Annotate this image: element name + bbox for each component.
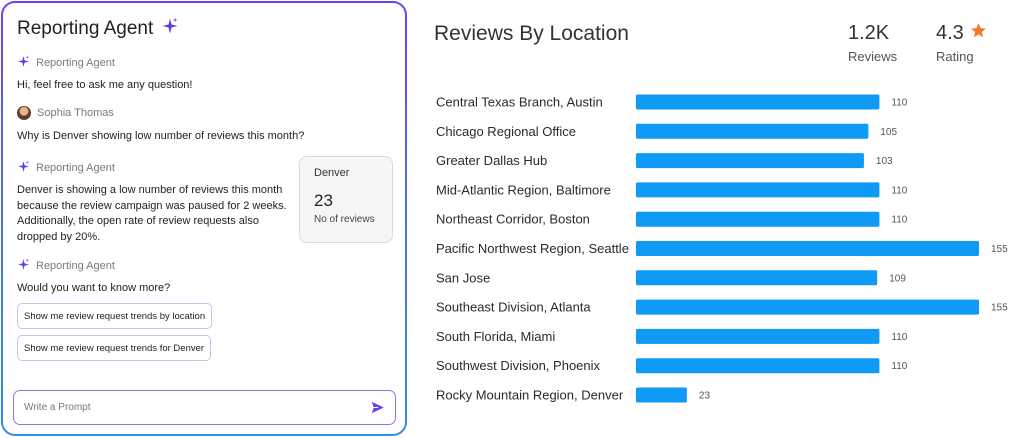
bar[interactable] — [636, 270, 878, 286]
message-sender-user: Sophia Thomas — [17, 106, 114, 120]
prompt-input[interactable] — [24, 402, 344, 413]
reviews-label: Reviews — [848, 49, 898, 64]
data-label: 110 — [891, 98, 907, 109]
sparkle-icon — [17, 258, 30, 274]
card-value: 23 — [314, 191, 333, 210]
rating-value: 4.3 — [936, 22, 964, 44]
data-label: 23 — [699, 391, 711, 402]
bar[interactable] — [636, 299, 979, 315]
sparkle-icon — [17, 160, 30, 176]
agent-message: Would you want to know more? — [17, 282, 171, 294]
bar[interactable] — [636, 123, 869, 139]
rating-summary: 4.3 Rating — [936, 22, 987, 64]
avatar — [17, 106, 31, 120]
rating-value-row: 4.3 — [936, 22, 987, 45]
agent-message-line: dropped by 20%. — [17, 230, 101, 243]
panel-header: Reporting Agent — [17, 17, 179, 41]
suggestion-button-by-location[interactable]: Show me review request trends by locatio… — [17, 303, 213, 329]
panel-title: Reporting Agent — [17, 18, 154, 39]
denver-reviews-card: Denver 23 No of reviews — [299, 156, 393, 243]
sender-name: Reporting Agent — [36, 260, 115, 272]
data-label: 103 — [876, 156, 893, 167]
user-message: Why is Denver showing low number of revi… — [17, 130, 305, 142]
agent-message-line: Denver is showing a low number of review… — [17, 184, 283, 196]
category-label: San Jose — [436, 270, 490, 285]
card-sublabel: No of reviews — [314, 214, 375, 225]
reporting-agent-panel-body: Reporting Agent Reporting Agent Hi, feel… — [3, 3, 405, 434]
sender-name: Reporting Agent — [36, 57, 115, 69]
data-label: 105 — [880, 127, 897, 138]
category-label: Rocky Mountain Region, Denver — [436, 388, 624, 403]
bar[interactable] — [636, 241, 979, 256]
card-label: Denver — [314, 167, 350, 179]
category-label: Central Texas Branch, Austin — [436, 95, 603, 110]
data-label: 110 — [891, 215, 907, 226]
sparkle-icon — [17, 55, 30, 71]
data-label: 110 — [891, 185, 907, 196]
reviews-summary: 1.2K Reviews — [848, 22, 897, 64]
bar[interactable] — [636, 182, 880, 198]
bar[interactable] — [636, 94, 880, 110]
bar[interactable] — [636, 153, 864, 169]
agent-message-line: Additionally, the open rate of review re… — [17, 215, 259, 227]
agent-message-line: because the review campaign was paused f… — [17, 199, 287, 212]
sender-name: Sophia Thomas — [37, 107, 114, 119]
chart-title: Reviews By Location — [434, 22, 629, 45]
sender-name: Reporting Agent — [36, 162, 115, 174]
reviews-count: 1.2K — [848, 22, 890, 44]
sparkle-icon — [161, 17, 179, 41]
message-sender-agent: Reporting Agent — [17, 160, 115, 176]
reporting-agent-panel: Reporting Agent Reporting Agent Hi, feel… — [1, 1, 407, 436]
send-icon[interactable] — [369, 400, 385, 416]
prompt-box — [13, 390, 396, 425]
bar[interactable] — [636, 328, 880, 344]
message-sender-agent: Reporting Agent — [17, 258, 115, 274]
data-label: 155 — [991, 303, 1008, 314]
category-label: Chicago Regional Office — [436, 124, 576, 139]
data-label: 155 — [991, 244, 1008, 255]
message-sender-agent: Reporting Agent — [17, 55, 115, 71]
bar[interactable] — [636, 211, 880, 227]
data-label: 109 — [889, 273, 906, 284]
bar[interactable] — [636, 358, 880, 374]
agent-message: Denver is showing a low number of review… — [17, 183, 287, 245]
category-label: Greater Dallas Hub — [436, 153, 547, 168]
star-icon — [970, 22, 987, 45]
category-label: Southwest Division, Phoenix — [436, 358, 601, 373]
category-label: Southeast Division, Atlanta — [436, 300, 591, 315]
data-label: 110 — [891, 361, 907, 372]
data-label: 110 — [891, 332, 907, 343]
bar[interactable] — [636, 387, 687, 403]
category-label: Pacific Northwest Region, Seattle — [436, 241, 629, 256]
agent-message: Hi, feel free to ask me any question! — [17, 79, 193, 91]
category-label: Mid-Atlantic Region, Baltimore — [436, 182, 611, 197]
category-label: Northeast Corridor, Boston — [436, 212, 590, 227]
rating-label: Rating — [936, 49, 974, 64]
suggestion-button-for-denver[interactable]: Show me review request trends for Denver — [17, 335, 212, 361]
category-label: South Florida, Miami — [436, 329, 555, 344]
